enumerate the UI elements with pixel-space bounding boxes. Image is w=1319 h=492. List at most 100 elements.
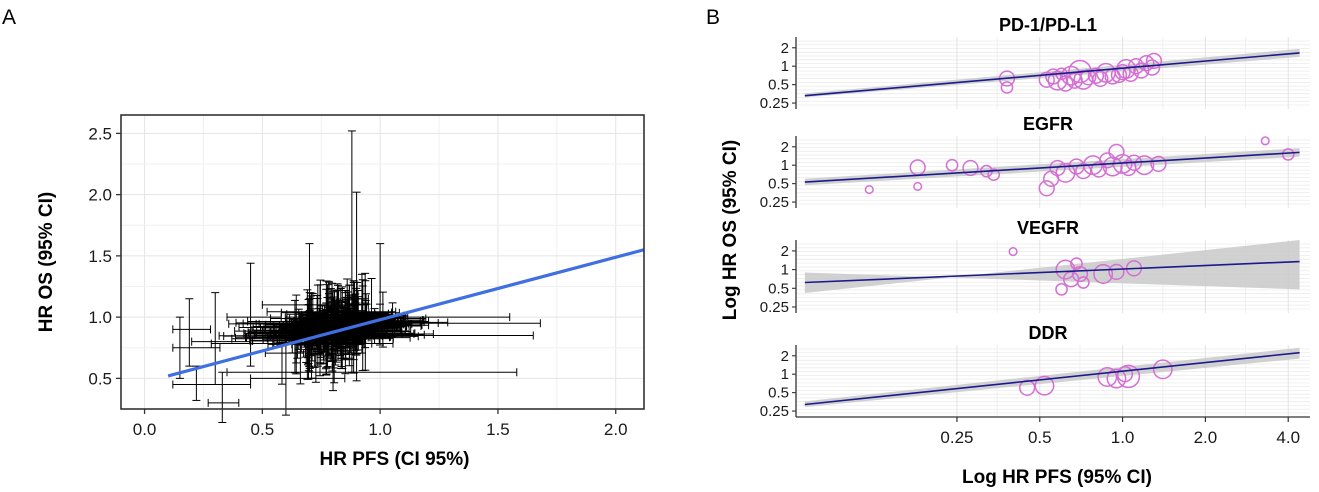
y-tick-label: 2.0: [88, 186, 112, 205]
panel-label-b: B: [706, 6, 720, 29]
errorbar-point: [207, 371, 240, 423]
facet-y-tick-label: 1: [781, 366, 789, 383]
data-bubble: [1097, 367, 1118, 387]
data-bubble: [1076, 276, 1090, 289]
errorbar-point: [250, 328, 346, 416]
data-bubble: [1143, 59, 1161, 76]
errorbar-point: [334, 302, 389, 335]
data-bubble: [1093, 264, 1114, 284]
facet-y-tick-label: 2: [781, 139, 789, 156]
regression-line: [804, 260, 1300, 284]
facet-y-tick-label: 0.25: [760, 95, 789, 112]
data-bubble: [1106, 368, 1127, 389]
data-bubble: [1019, 379, 1036, 396]
x-tick-label: 0.5: [1028, 428, 1052, 447]
data-bubble: [1070, 257, 1083, 270]
facet-title: VEGFR: [1017, 218, 1079, 238]
facet-pd-1-pd-l1: PD-1/PD-L1 0.250.5 12: [760, 15, 1310, 112]
data-bubble: [1108, 143, 1125, 161]
panel-a-grid: [121, 115, 644, 410]
y-axis-title: HR OS (95% CI): [36, 192, 57, 332]
facet-y-tick-label: 0.25: [760, 299, 789, 316]
facet-y-tick-label: 1: [781, 58, 789, 75]
facet-vegfr: VEGFR 0.25 0.51 2: [760, 218, 1310, 316]
data-bubble: [1055, 283, 1068, 296]
data-bubble: [1038, 180, 1055, 197]
data-bubble: [1090, 161, 1108, 178]
facet-y-tick-label: 2: [781, 243, 789, 260]
x-tick-label: 0.0: [133, 420, 157, 439]
data-bubble: [962, 159, 979, 177]
data-bubble: [1108, 263, 1125, 281]
data-bubble: [1045, 68, 1062, 85]
y-tick-label: 1.0: [88, 308, 112, 327]
x-tick-label: 0.5: [251, 420, 275, 439]
data-bubble: [1110, 66, 1128, 84]
data-bubble: [1138, 55, 1155, 72]
facet-egfr: EGFR 0.250.5 12: [760, 114, 1310, 211]
x-tick-label: 2.0: [604, 420, 628, 439]
facet-y-tick-label: 1: [781, 157, 789, 174]
y-axis-title: Log HR OS (95% CI): [720, 140, 741, 321]
data-bubble: [1152, 359, 1173, 380]
data-bubble: [1150, 155, 1167, 173]
y-tick-label: 1.5: [88, 247, 112, 266]
errorbar-cloud: [172, 130, 541, 423]
data-bubble: [1080, 69, 1097, 86]
data-bubble: [945, 158, 959, 172]
x-axis-title: HR PFS (CI 95%): [320, 449, 470, 470]
data-bubble: [1008, 247, 1018, 257]
data-bubble: [1057, 75, 1074, 92]
data-bubble: [1260, 136, 1270, 146]
x-tick-label: 1.0: [368, 420, 392, 439]
facet-y-tick-label: 0.25: [760, 403, 789, 420]
x-tick-label: 4.0: [1276, 428, 1300, 447]
data-bubble: [1071, 265, 1089, 283]
data-bubble: [1145, 52, 1163, 70]
data-bubble: [1114, 63, 1131, 81]
panel-b-chart: PD-1/PD-L10.250.512EGFR0.250.512VEGFR0.2…: [720, 15, 1310, 488]
facet-y-tick-label: 0.5: [768, 176, 789, 193]
facet-y-tick-label: 0.25: [760, 194, 789, 211]
x-tick-label: 2.0: [1194, 428, 1218, 447]
errorbar-point: [335, 293, 376, 351]
facet-title: PD-1/PD-L1: [999, 15, 1097, 35]
errorbar-point: [172, 298, 212, 367]
data-bubble: [1092, 70, 1109, 88]
facet-y-tick-label: 1: [781, 262, 789, 279]
errorbar-point: [226, 262, 282, 367]
data-bubble: [1055, 162, 1076, 183]
x-tick-label: 1.0: [1111, 428, 1135, 447]
data-bubble: [1281, 148, 1295, 161]
x-tick-label: 0.25: [940, 428, 973, 447]
regression-line: [804, 151, 1300, 183]
x-axis-title: Log HR PFS (95% CI): [962, 467, 1152, 488]
confidence-band: [804, 240, 1300, 293]
panel-a-frame: [120, 114, 645, 410]
facet-ddr: DDR 0.250.5 12: [760, 323, 1310, 420]
panel-label-a: A: [2, 6, 16, 29]
data-bubble: [913, 181, 923, 191]
errorbar-point: [261, 243, 369, 367]
data-bubble: [1000, 81, 1014, 94]
facet-title: EGFR: [1023, 114, 1073, 134]
errorbar-point: [226, 353, 518, 392]
data-bubble: [1087, 67, 1105, 84]
facet-y-tick-label: 2: [781, 348, 789, 365]
errorbar-point: [172, 316, 221, 379]
facet-y-tick-label: 0.5: [768, 77, 789, 94]
y-tick-label: 0.5: [88, 369, 112, 388]
regression-line: [804, 351, 1300, 406]
errorbar-point: [297, 314, 383, 348]
facet-y-tick-label: 0.5: [768, 280, 789, 297]
y-tick-label: 2.5: [88, 124, 112, 143]
panel-a-chart: 0.0 0.5 1.0 1.5 2.0 0.5 1.0 1.5 2.0 2.5 HR PFS (CI…: [36, 114, 645, 470]
facet-y-tick-label: 0.5: [768, 385, 789, 402]
data-bubble: [1116, 364, 1141, 389]
data-bubble: [1034, 375, 1055, 396]
x-tick-label: 1.5: [486, 420, 510, 439]
facet-y-tick-label: 2: [781, 40, 789, 57]
facet-title: DDR: [1029, 323, 1068, 343]
data-bubble: [987, 168, 1001, 182]
